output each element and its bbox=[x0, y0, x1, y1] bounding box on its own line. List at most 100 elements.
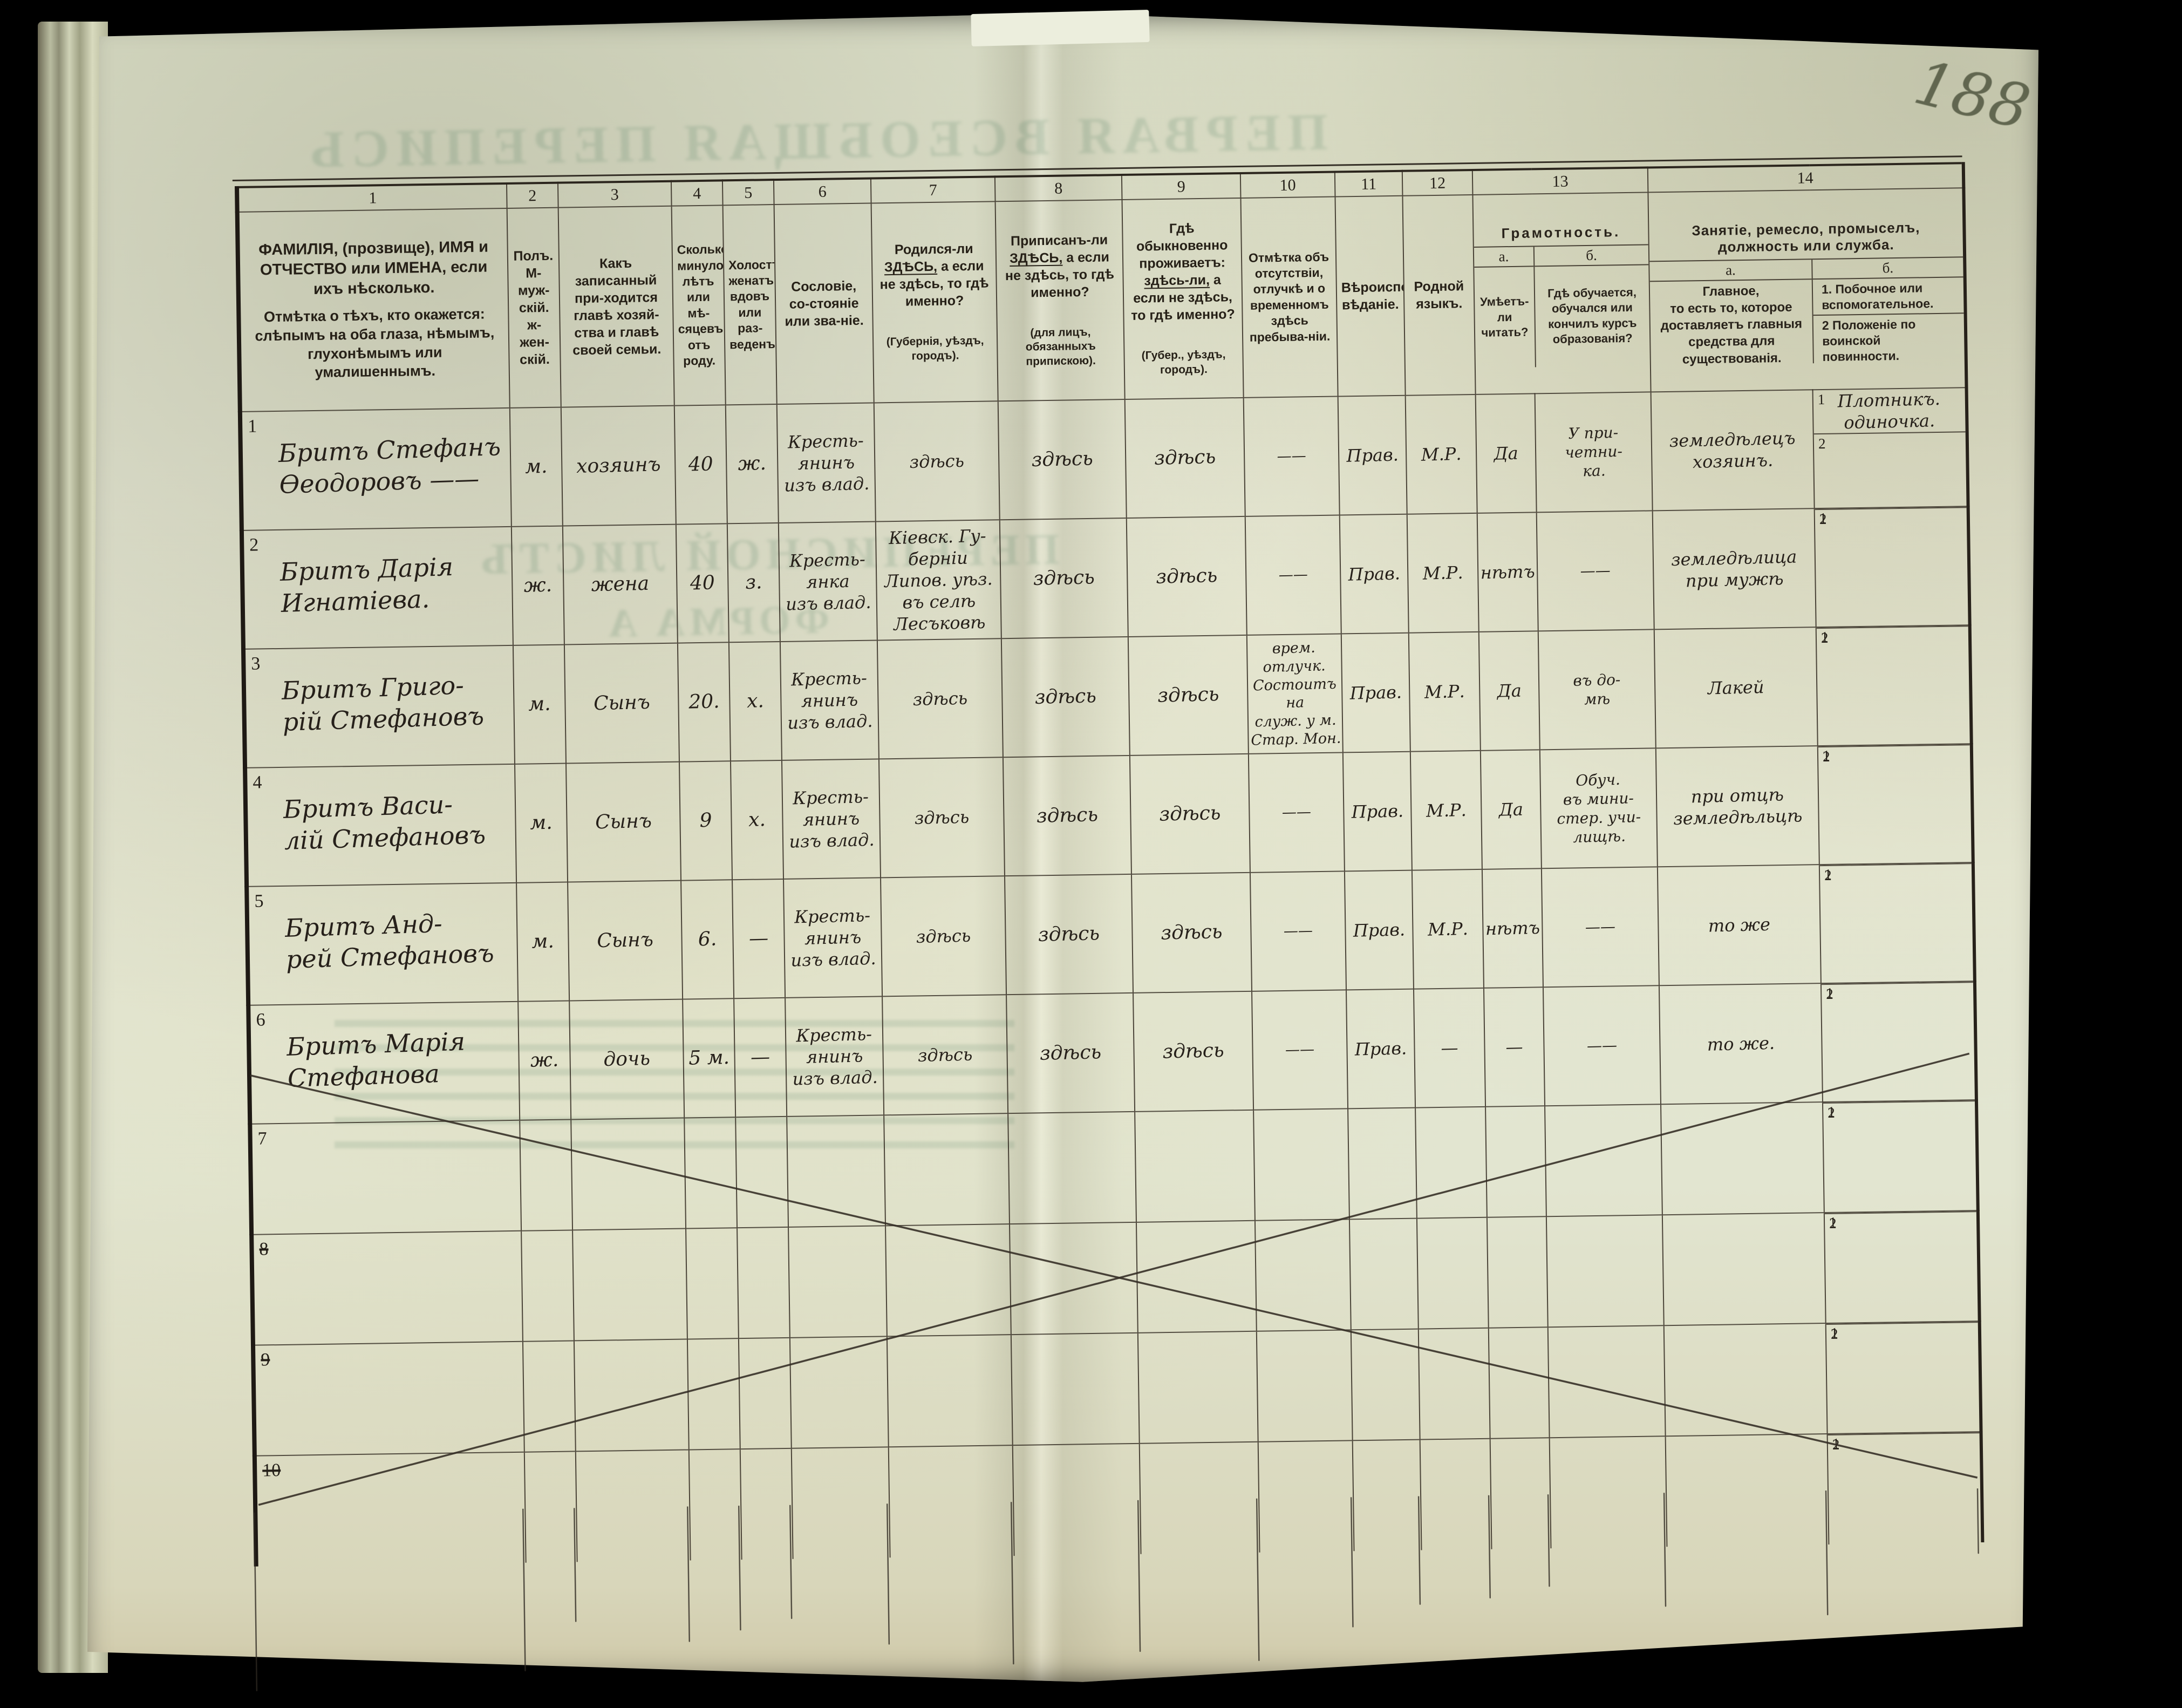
handwritten-name bbox=[255, 1342, 523, 1373]
handwritten-value: ж. bbox=[530, 1049, 559, 1072]
handwritten-value: Кресть- янинъ изъ влад. bbox=[783, 430, 870, 496]
handwritten-value: жена bbox=[591, 573, 650, 596]
handwritten-value: Кресть- янинъ изъ влад. bbox=[787, 667, 873, 733]
header-absence: Отмѣтка объ отсутствіи, отлучкѣ и о врем… bbox=[1240, 196, 1338, 398]
cell-absence: —— bbox=[1250, 871, 1346, 991]
cell-registration: здѣсь bbox=[1003, 755, 1131, 876]
header-sex: Полъ. М-муж-скій. ж-жен-скій. bbox=[507, 207, 561, 408]
cell-residence: здѣсь bbox=[1124, 397, 1245, 518]
cell-education bbox=[1547, 1325, 1666, 1438]
side-occupation-subcell: 1 Плотникъ. одиночка. bbox=[1813, 388, 1966, 434]
handwritten-value: здѣсь bbox=[917, 1044, 973, 1066]
cell-age: 40 bbox=[674, 405, 727, 525]
cell-name: 3 Бритъ Григо- рій Стефановъ bbox=[243, 645, 515, 768]
cell-religion: Прав. bbox=[1341, 632, 1410, 753]
cell-education: Обуч. въ мини- стер. учи- лищѣ. bbox=[1539, 748, 1658, 869]
cell-residence: здѣсь bbox=[1129, 753, 1250, 874]
handwritten-value bbox=[572, 1173, 685, 1175]
cell-age: 6. bbox=[681, 880, 734, 999]
handwritten-value: Сынъ bbox=[593, 691, 651, 715]
handwritten-name: Бритъ Григо- рій Стефановъ bbox=[281, 670, 485, 737]
subcell-label-2: 2 bbox=[1829, 1215, 1837, 1231]
cell-can-read: нѣтъ bbox=[1482, 868, 1543, 988]
cell-education bbox=[1545, 1104, 1662, 1216]
handwritten-value bbox=[737, 1172, 787, 1173]
handwritten-value: въ до- мѣ bbox=[1572, 670, 1621, 709]
cell-absence bbox=[1253, 1108, 1349, 1221]
cell-registration: здѣсь bbox=[998, 399, 1127, 520]
cell-estate: Кресть- янинъ изъ влад. bbox=[785, 996, 884, 1117]
cell-estate: Кресть- янинъ изъ влад. bbox=[781, 759, 881, 879]
next-page-sliver bbox=[971, 9, 1150, 47]
handwritten-value bbox=[1420, 1383, 1489, 1384]
handwritten-value: здѣсь bbox=[909, 450, 965, 472]
handwritten-value: ж. bbox=[523, 574, 553, 597]
handwritten-value bbox=[1546, 1159, 1661, 1161]
handwritten-value: 40 bbox=[690, 571, 715, 595]
cell-sex: м. bbox=[516, 882, 570, 1002]
handwritten-value: 5 м. bbox=[688, 1046, 730, 1070]
occupation-title: Занятіе, ремесло, промыселъ, должность и… bbox=[1649, 214, 1963, 262]
cell-religion bbox=[1349, 1218, 1419, 1330]
handwritten-value bbox=[788, 1170, 884, 1172]
handwritten-value: м. bbox=[529, 811, 553, 834]
cell-birthplace bbox=[885, 1223, 1011, 1337]
handwritten-value: з. bbox=[745, 571, 762, 594]
handwritten-value: Прав. bbox=[1351, 800, 1404, 822]
cell-language: М.Р. bbox=[1412, 869, 1484, 989]
handwritten-value bbox=[888, 1389, 1011, 1392]
handwritten-value: —— bbox=[1580, 561, 1611, 580]
cell-language: М.Р. bbox=[1408, 631, 1481, 752]
cell-education: —— bbox=[1543, 985, 1661, 1106]
handwritten-value bbox=[1418, 1272, 1487, 1274]
cell-age: 5 м. bbox=[683, 998, 736, 1118]
cell-residence: здѣсь bbox=[1126, 516, 1247, 637]
cell-marital: ж. bbox=[725, 404, 779, 524]
col-number: 1 bbox=[237, 183, 507, 212]
cell-occupation-side: 1 2 bbox=[1822, 1099, 1978, 1213]
cell-name: 8 bbox=[251, 1230, 523, 1345]
col-number: 2 bbox=[506, 182, 558, 208]
cell-language: — bbox=[1413, 988, 1486, 1108]
col-number: 11 bbox=[1334, 171, 1403, 197]
handwritten-value: 20. bbox=[688, 690, 720, 713]
header-name: ФАМИЛІЯ, (прозвище), ИМЯ и ОТЧЕСТВО или … bbox=[237, 208, 510, 412]
handwritten-value: здѣсь bbox=[916, 925, 971, 947]
cell-sex: м. bbox=[514, 763, 568, 883]
col-number: 12 bbox=[1402, 169, 1473, 196]
cell-birthplace: здѣсь bbox=[874, 401, 1000, 522]
cell-birthplace: Кіевск. Гу- берніи Липов. уѣз. въ селѣ Л… bbox=[875, 520, 1001, 641]
col-number: 5 bbox=[722, 180, 774, 206]
cell-occupation-main: то же bbox=[1657, 864, 1821, 986]
cell-residence bbox=[1136, 1220, 1257, 1333]
cell-name: 7 bbox=[250, 1120, 522, 1235]
handwritten-value: земледѣлица при мужѣ bbox=[1670, 546, 1797, 591]
cell-sex: ж. bbox=[511, 526, 564, 645]
handwritten-value bbox=[1012, 1387, 1138, 1391]
header-language: Родной языкъ. bbox=[1402, 194, 1476, 396]
handwritten-value: дочь bbox=[603, 1047, 651, 1071]
handwritten-value: Плотникъ. одиночка. bbox=[1837, 388, 1941, 433]
cell-registration bbox=[1011, 1332, 1140, 1445]
subcell-label-2: 2 bbox=[1818, 435, 1826, 452]
handwritten-value: м. bbox=[528, 692, 551, 716]
col-number: 14 bbox=[1647, 163, 1964, 193]
cell-birthplace: здѣсь bbox=[877, 638, 1003, 759]
cell-can-read: — bbox=[1483, 987, 1545, 1107]
cell-residence: здѣсь bbox=[1133, 991, 1254, 1112]
handwritten-value bbox=[1349, 1162, 1416, 1164]
handwritten-value: 40 bbox=[688, 453, 714, 476]
handwritten-name bbox=[252, 1120, 520, 1152]
handwritten-value: х. bbox=[748, 808, 766, 832]
handwritten-name: Бритъ Марія Стефанова bbox=[286, 1026, 466, 1093]
subcell-label-1: 1 bbox=[1817, 391, 1825, 407]
cell-age bbox=[684, 1117, 738, 1229]
cell-can-read: нѣтъ bbox=[1477, 512, 1538, 632]
handwritten-value bbox=[887, 1278, 1010, 1282]
handwritten-value: — bbox=[750, 1046, 770, 1069]
cell-age: 9 bbox=[679, 761, 733, 881]
cell-birthplace bbox=[887, 1334, 1013, 1447]
handwritten-value bbox=[1663, 1267, 1824, 1271]
col-number: 13 bbox=[1472, 167, 1648, 195]
cell-can-read bbox=[1487, 1216, 1548, 1328]
